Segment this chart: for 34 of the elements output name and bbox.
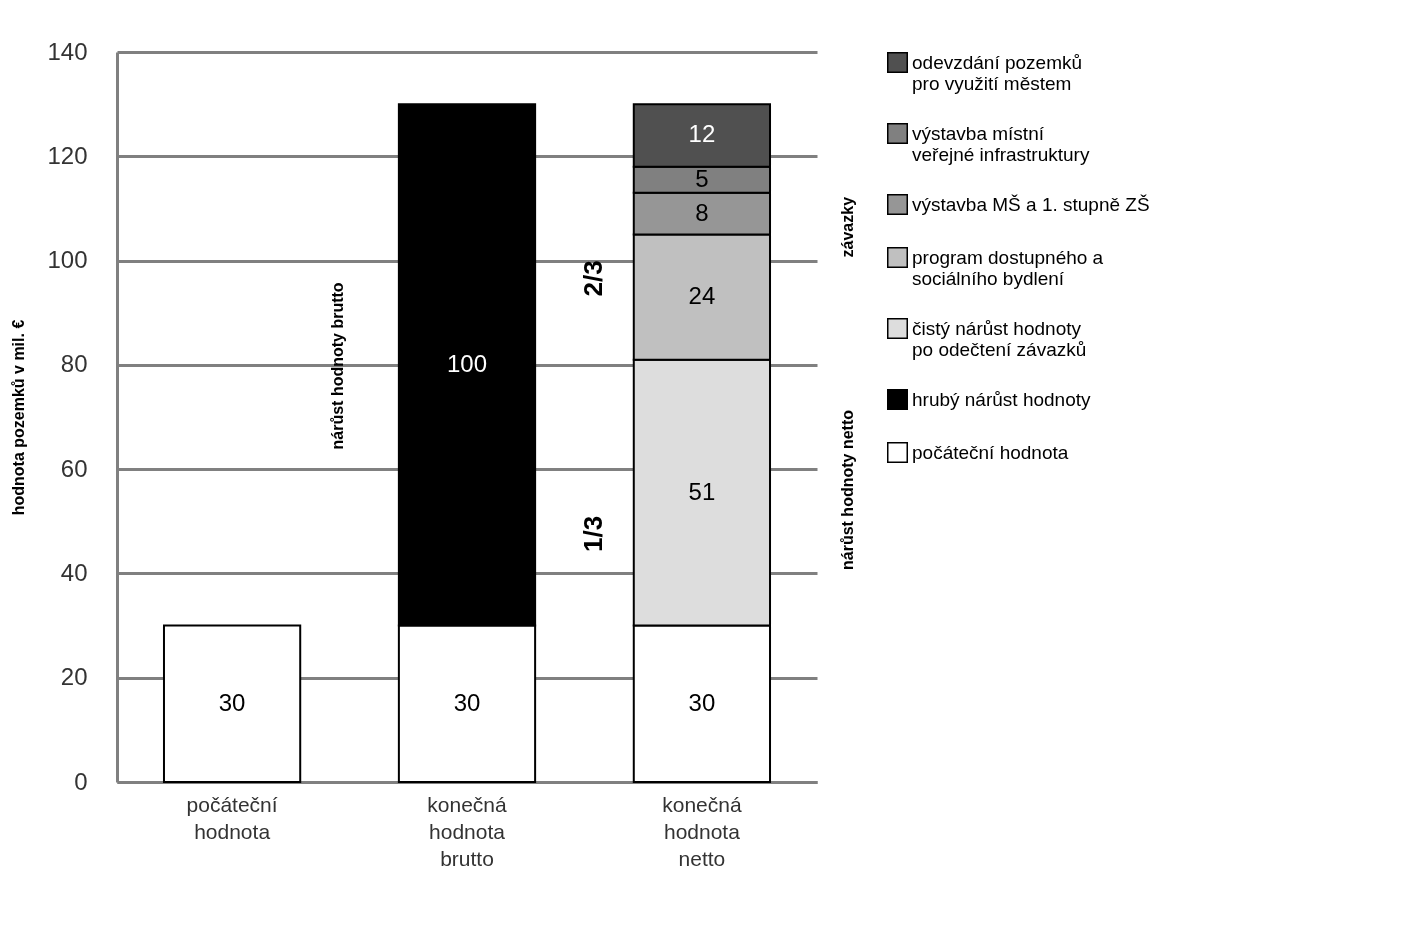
legend-label: hrubý nárůst hodnoty — [912, 388, 1092, 410]
legend-label: výstavba MŠ a 1. stupně ZŠ — [912, 193, 1150, 215]
legend-label: počáteční hodnota — [912, 441, 1069, 463]
y-tick-label: 120 — [47, 141, 88, 169]
data-label: 51 — [688, 477, 716, 505]
data-label: 5 — [695, 164, 709, 192]
legend-label: odevzdání pozemků pro využití městem — [912, 51, 1083, 94]
y-tick-label: 140 — [47, 37, 88, 65]
data-label: 30 — [688, 688, 716, 716]
y-tick-label: 20 — [60, 663, 88, 691]
x-tick-label: počáteční hodnota — [186, 792, 278, 843]
y-tick-label: 80 — [60, 350, 88, 378]
legend-label: program dostupného a sociálního bydlení — [912, 246, 1104, 289]
annotation: 1/3 — [577, 515, 608, 552]
bar — [162, 624, 302, 783]
data-label: 30 — [218, 688, 246, 716]
legend-label: výstavba místní veřejné infrastruktury — [912, 122, 1090, 165]
data-label: 12 — [688, 120, 716, 148]
data-label: 100 — [446, 349, 488, 377]
annotation: nárůst hodnoty brutto — [328, 282, 346, 450]
data-label: 30 — [453, 688, 481, 716]
x-tick-label: konečná hodnota netto — [662, 792, 742, 870]
annotation: 2/3 — [577, 260, 608, 297]
y-axis-title: hodnota pozemků v mil. € — [10, 319, 28, 516]
text: závazky — [838, 196, 856, 258]
y-tick-label: 60 — [60, 454, 88, 482]
data-label: 24 — [688, 282, 716, 310]
y-tick-label: 100 — [47, 246, 88, 274]
data-label: 8 — [695, 198, 709, 226]
text: nárůst hodnoty netto — [838, 409, 856, 570]
legend-label: čistý nárůst hodnoty po odečtení závazků — [912, 317, 1087, 360]
y-tick-label: 0 — [74, 767, 88, 795]
y-tick-label: 40 — [60, 558, 88, 586]
x-tick-label: konečná hodnota brutto — [427, 792, 508, 870]
